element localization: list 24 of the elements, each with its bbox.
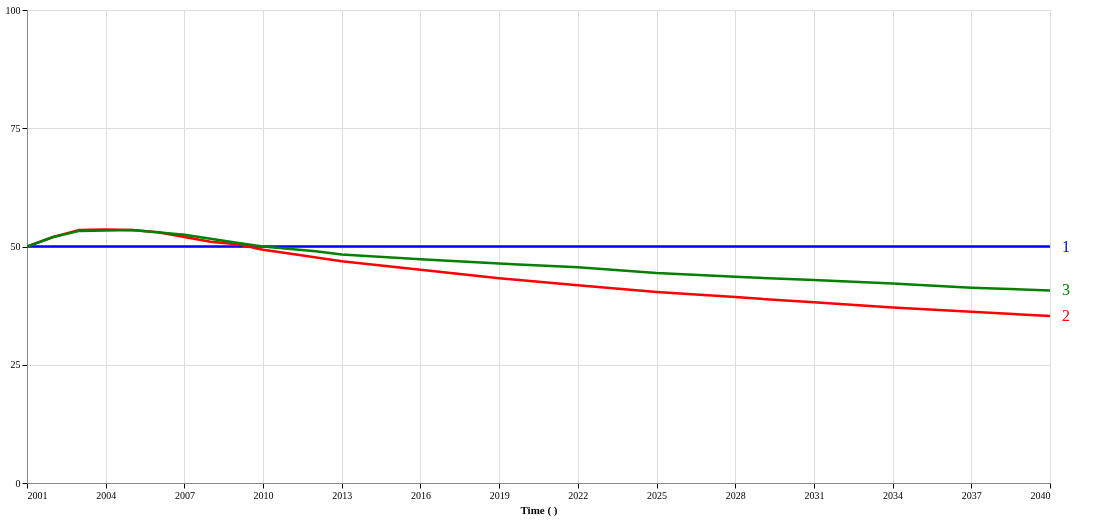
y-tick-label: 100: [5, 4, 21, 16]
x-tick-label: 2007: [174, 489, 195, 501]
series-label: 1: [1062, 237, 1070, 255]
series-label: 2: [1062, 307, 1070, 325]
x-tick-label: 2004: [96, 489, 117, 501]
x-tick-label: 2022: [568, 489, 589, 501]
x-tick-label: 2037: [961, 489, 982, 501]
x-tick-label: 2028: [725, 489, 746, 501]
series-label: 3: [1062, 281, 1070, 299]
y-tick-label: 0: [15, 477, 21, 489]
x-tick-label: 2025: [647, 489, 668, 501]
x-tick-label: 2040: [1030, 489, 1051, 501]
y-tick-label: 50: [10, 241, 21, 252]
y-tick-label: 25: [10, 359, 21, 371]
x-tick-label: 2019: [489, 489, 510, 501]
y-tick-label: 75: [10, 122, 21, 134]
x-tick-label: 2010: [253, 489, 274, 501]
x-tick-label: 2034: [883, 489, 904, 501]
x-tick-label: 2001: [27, 489, 48, 501]
x-tick-label: 2031: [804, 489, 825, 501]
x-axis-title: Time ( ): [520, 503, 558, 517]
line-series: [27, 228, 1050, 292]
x-tick-label: 2016: [410, 489, 431, 501]
x-tick-label: 2013: [332, 489, 353, 501]
